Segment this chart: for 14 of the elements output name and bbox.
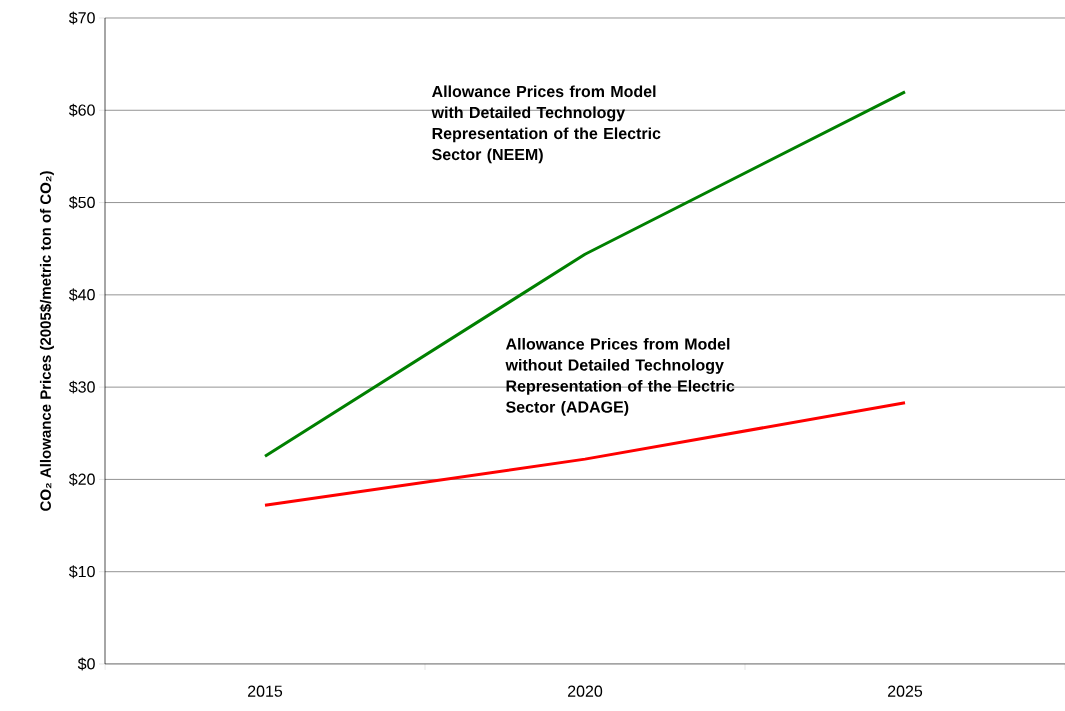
y-tick-label: $70 — [68, 11, 95, 25]
y-tick-label: $0 — [77, 657, 95, 671]
text: Allowance Prices from Model with Detailed Technology Representation of the Electric Sector (NEEM) — [431, 85, 661, 164]
y-tick-label: $60 — [68, 103, 95, 117]
series-label: Allowance Prices from Model without Detailed Technology Representation of the Electric Sector (ADAGE) — [505, 337, 735, 416]
y-tick-label: $50 — [68, 196, 95, 210]
x-tick-label: 2025 — [888, 685, 923, 697]
x-tick-label: 2020 — [568, 685, 603, 697]
x-tick-label: 2015 — [248, 685, 283, 697]
y-axis-title: CO₂ Allowance Prices (2005$/metric ton of CO₂) — [39, 171, 54, 511]
y-tick-label: $20 — [68, 472, 95, 486]
y-tick-label: $40 — [68, 288, 95, 302]
y-tick-label: $30 — [68, 380, 95, 394]
y-tick-label: $10 — [68, 565, 95, 579]
